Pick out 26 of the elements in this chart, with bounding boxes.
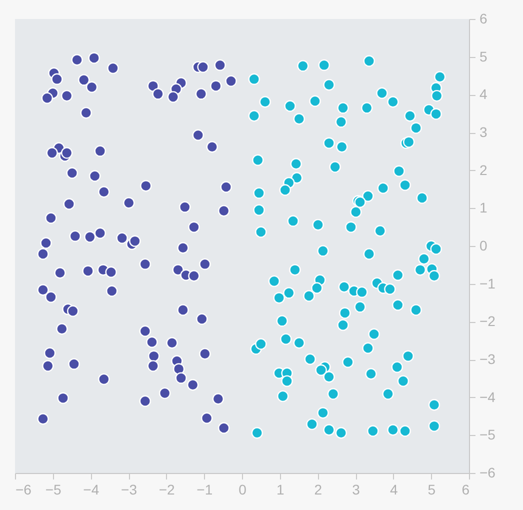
y-tick-label: 3 [480,124,488,140]
y-tick-label: 6 [480,10,488,26]
y-tick-label: 0 [480,238,488,254]
x-tick-label: −5 [45,482,62,498]
y-tick-label: 2 [480,162,488,178]
x-tick-label: −6 [16,482,32,498]
y-tick-label: −4 [480,388,496,405]
y-tick-label: −5 [480,426,496,443]
x-tick-label: 0 [238,482,247,498]
y-tick-label: 1 [480,200,488,216]
x-tick-label: 3 [352,482,360,498]
y-tick-label: −2 [480,313,496,330]
y-tick-label: −1 [480,275,496,292]
y-tick-label: 4 [480,86,488,102]
x-tick-label: 6 [462,482,470,498]
y-tick-label: −3 [480,351,496,367]
x-tick-label: −1 [196,482,213,498]
y-tick-label: −6 [480,464,496,480]
x-tick-label: −2 [158,482,176,498]
y-tick-label: 5 [480,48,488,64]
x-tick-label: 1 [276,482,284,498]
x-tick-label: 2 [314,482,322,498]
x-tick-label: −3 [121,482,138,498]
x-tick-label: −4 [83,482,100,498]
x-tick-label: 5 [428,482,436,498]
x-tick-label: 4 [390,482,398,498]
